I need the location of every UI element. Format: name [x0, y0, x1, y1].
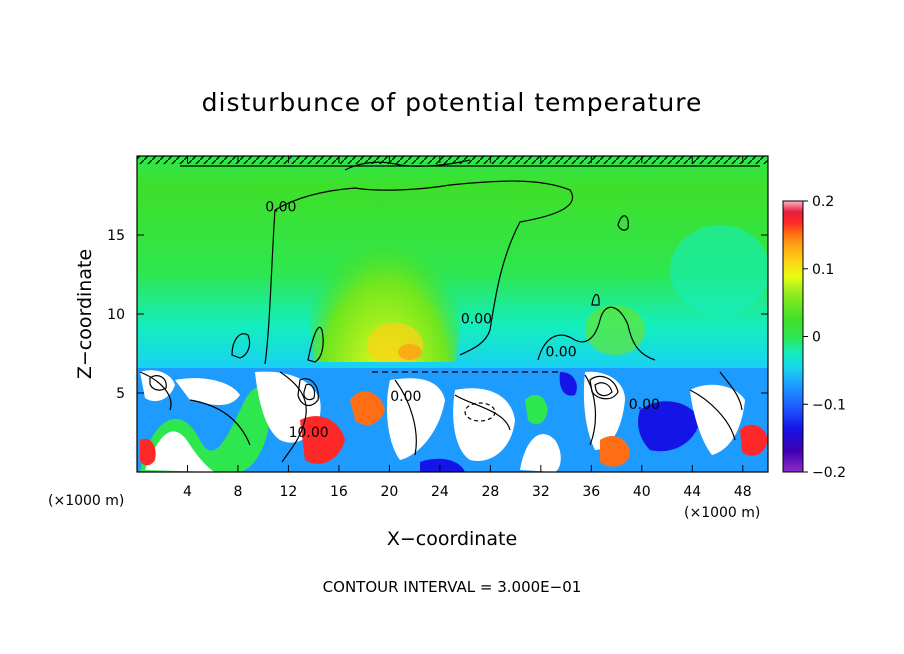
- contour-label-text: 0.00: [265, 199, 296, 215]
- contour-label: 0.00: [461, 311, 492, 327]
- y-axis-label: Z−coordinate: [74, 249, 96, 379]
- x-tick-label: 12: [280, 484, 298, 500]
- x-tick-label: 32: [532, 484, 550, 500]
- contour-label-text: 0.00: [545, 345, 576, 361]
- colorbar-tick-label: −0.2: [812, 465, 846, 481]
- colorbar-tick-label: 0.2: [812, 194, 834, 210]
- chart-title: disturbunce of potential temperature: [202, 88, 703, 117]
- y-tick-label: 10: [107, 307, 125, 323]
- contour-label-text: 0.00: [629, 397, 660, 413]
- colorbar-tick-label: 0: [812, 330, 821, 346]
- x-tick-label: 4: [183, 484, 192, 500]
- x-tick-label: 28: [481, 484, 499, 500]
- x-axis-label: X−coordinate: [387, 528, 517, 550]
- contour-label-text: 10.00: [289, 425, 329, 441]
- warm-core-2: [398, 344, 422, 360]
- contour-label-text: 0.00: [390, 389, 421, 405]
- plot-area: [137, 156, 768, 472]
- colorbar-ticks: 0.2 0.1 0 −0.1 −0.2: [803, 194, 846, 481]
- green-patch-right: [585, 305, 645, 355]
- contour-label: 0.00: [545, 345, 576, 361]
- colorbar-tick-label: −0.1: [812, 397, 846, 413]
- colorbar: 0.2 0.1 0 −0.1 −0.2: [782, 194, 846, 481]
- x-tick-label: 16: [330, 484, 348, 500]
- contour-label: 0.00: [265, 199, 296, 215]
- colorbar-gradient: [782, 200, 804, 473]
- y-tick-label: 5: [116, 386, 125, 402]
- inversion-band: [137, 362, 768, 368]
- x-unit-label-right: (×1000 m): [684, 505, 760, 521]
- contour-label: 0.00: [629, 397, 660, 413]
- x-tick-label: 24: [431, 484, 449, 500]
- x-tick-label: 40: [633, 484, 651, 500]
- contour-interval-note: CONTOUR INTERVAL = 3.000E−01: [323, 578, 582, 596]
- x-unit-label-left: (×1000 m): [48, 493, 124, 509]
- x-tick-label: 44: [683, 484, 701, 500]
- x-axis-ticks: 4 8 12 16 20 24 28 32 36 40 44 48: [183, 156, 752, 500]
- x-tick-label: 48: [734, 484, 752, 500]
- top-boundary-band: [137, 156, 768, 164]
- cool-patch-right: [670, 225, 768, 315]
- y-tick-label: 15: [107, 228, 125, 244]
- contour-lines: [139, 159, 760, 463]
- contour-labels: 0.00 0.00 0.00 0.00 10.00 0.00: [265, 199, 660, 441]
- contour-label-text: 0.00: [461, 311, 492, 327]
- colorbar-tick-label: 0.1: [812, 262, 834, 278]
- x-tick-label: 20: [380, 484, 398, 500]
- contour-label: 10.00: [289, 425, 329, 441]
- contour-label: 0.00: [390, 389, 421, 405]
- y-axis-ticks: 5 10 15: [107, 228, 768, 402]
- x-tick-label: 8: [233, 484, 242, 500]
- x-tick-label: 36: [582, 484, 600, 500]
